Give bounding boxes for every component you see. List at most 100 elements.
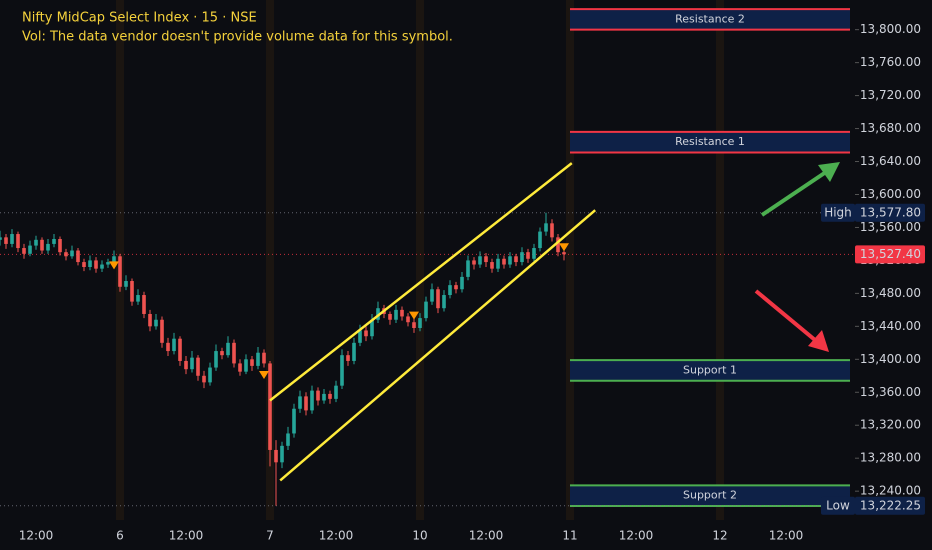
candle-body	[454, 285, 458, 290]
y-tick-label: 13,560.00	[860, 220, 921, 234]
candle-body	[304, 396, 308, 411]
zone-label: Support 1	[683, 363, 737, 376]
candle-body	[76, 250, 80, 263]
price-tag-label: 13,222.25	[860, 498, 921, 512]
candle-body	[16, 234, 20, 249]
axis-layer: 12:00 6 12:00 7 12:00 10 12:00 11 12:00 12 12:00 13…	[19, 22, 925, 543]
y-tick-label: 13,600.00	[860, 187, 921, 201]
candle-body	[10, 234, 14, 244]
candle-body	[160, 319, 164, 343]
session-band	[566, 0, 574, 520]
price-tag-label: 13,577.80	[860, 205, 921, 219]
candle-body	[130, 281, 134, 302]
candle-body	[58, 238, 62, 253]
candle-body	[268, 363, 272, 450]
y-tick-label: 13,640.00	[860, 154, 921, 168]
candle-body	[322, 393, 326, 401]
candle-body	[520, 252, 524, 263]
session-band	[266, 0, 274, 520]
price-tag-name: Low	[826, 498, 850, 512]
signal-marker	[409, 311, 419, 320]
candle-body	[526, 252, 530, 259]
candle-body	[352, 342, 356, 361]
candle-body	[472, 260, 476, 265]
candle-body	[544, 223, 548, 232]
zone	[570, 485, 850, 506]
y-tick-label: 13,280.00	[860, 451, 921, 465]
candle-body	[388, 313, 392, 320]
candle-body	[238, 363, 242, 372]
candle-body	[334, 385, 338, 399]
candle-body	[22, 248, 26, 254]
candle-body	[394, 309, 398, 320]
candle-body	[178, 338, 182, 361]
candle-body	[94, 260, 98, 269]
red-arrow-head	[808, 330, 829, 352]
x-tick-label: 12:00	[19, 529, 54, 543]
plot-layer: Resistance 2 Resistance 1 Support 1 Support…	[0, 8, 855, 507]
zone-label: Resistance 2	[675, 12, 745, 25]
candle-body	[466, 260, 470, 277]
x-tick-label: 11	[562, 529, 577, 543]
candle-body	[202, 375, 206, 383]
candle-body	[358, 330, 362, 343]
candle-body	[280, 445, 284, 463]
red-arrow-shaft	[754, 289, 817, 342]
candle-body	[460, 276, 464, 290]
y-tick-label: 13,680.00	[860, 121, 921, 135]
candle-body	[112, 256, 116, 263]
y-tick-label: 13,480.00	[860, 286, 921, 300]
candle-body	[100, 264, 104, 269]
candle-body	[496, 258, 500, 269]
candle-body	[46, 243, 50, 251]
candle-body	[370, 319, 374, 337]
x-tick-label: 12:00	[319, 529, 354, 543]
zone	[570, 9, 850, 30]
y-tick-label: 13,360.00	[860, 385, 921, 399]
candle-body	[232, 342, 236, 364]
x-tick-label: 12	[712, 529, 727, 543]
price-tag	[855, 203, 925, 222]
candle-body	[484, 256, 488, 263]
candle-body	[28, 245, 32, 254]
candle-body	[64, 252, 68, 257]
candle-body	[346, 355, 350, 361]
candle-body	[442, 295, 446, 309]
candle-body	[172, 338, 176, 352]
chart-subtitle: Vol: The data vendor doesn't provide vol…	[22, 30, 453, 45]
candle-body	[4, 237, 8, 244]
candle-body	[316, 390, 320, 401]
candle-body	[418, 318, 422, 328]
candle-body	[502, 258, 506, 265]
x-tick-label: 10	[412, 529, 427, 543]
chart-title: Nifty MidCap Select Index · 15 · NSE	[22, 11, 257, 26]
trend-line	[269, 162, 573, 402]
zone	[570, 360, 850, 381]
candle-body	[406, 316, 410, 323]
candle-body	[256, 352, 260, 366]
candle-body	[562, 252, 566, 255]
candle-body	[508, 256, 512, 265]
candle-body	[514, 256, 518, 263]
candle-body	[430, 289, 434, 302]
x-tick-label: 7	[266, 529, 274, 543]
price-tag-name: High	[824, 205, 852, 219]
price-tag	[855, 245, 925, 264]
x-tick-label: 6	[116, 529, 124, 543]
x-tick-label: 12:00	[469, 529, 504, 543]
x-tick-label: 12:00	[169, 529, 204, 543]
candle-body	[88, 260, 92, 268]
candle-body	[424, 301, 428, 319]
candle-body	[292, 408, 296, 434]
candle-body	[556, 237, 560, 253]
candle-body	[166, 342, 170, 352]
candle-body	[412, 322, 416, 328]
green-arrow-head	[818, 162, 840, 182]
price-tag-name-box	[821, 203, 855, 222]
y-tick-label: 13,720.00	[860, 88, 921, 102]
candle-body	[226, 342, 230, 356]
zone	[570, 131, 850, 153]
candle-body	[148, 313, 152, 327]
